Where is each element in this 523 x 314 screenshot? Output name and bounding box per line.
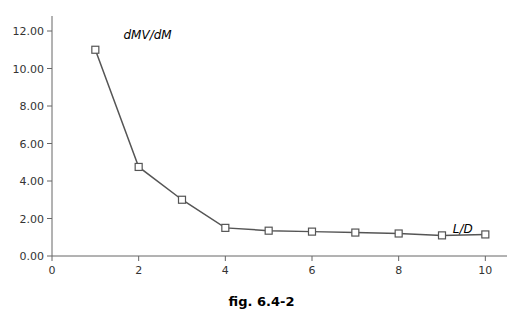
x-tick-label: 6 — [309, 264, 316, 277]
marker — [265, 227, 272, 234]
marker — [222, 224, 229, 231]
line — [95, 50, 485, 236]
y-tick-label: 2.00 — [20, 213, 45, 226]
x-tick — [398, 256, 399, 261]
annotation: dMV/dM — [124, 28, 173, 42]
annotation: L/D — [453, 222, 473, 236]
x-tick-label: 10 — [478, 264, 492, 277]
x-tick-label: 0 — [49, 264, 56, 277]
x-tick — [225, 256, 226, 261]
x-tick — [485, 256, 486, 261]
y-tick-label: 0.00 — [20, 250, 45, 263]
marker — [309, 228, 316, 235]
x-tick-label: 2 — [135, 264, 142, 277]
y-tick-label: 4.00 — [20, 175, 45, 188]
y-tick-label: 10.00 — [13, 63, 45, 76]
y-tick — [47, 218, 52, 219]
y-tick — [47, 31, 52, 32]
y-tick-label: 8.00 — [20, 100, 45, 113]
y-tick-label: 12.00 — [13, 25, 45, 38]
marker — [439, 232, 446, 239]
x-tick-label: 8 — [395, 264, 402, 277]
x-tick-label: 4 — [222, 264, 229, 277]
y-tick — [47, 143, 52, 144]
caption: fig. 6.4-2 — [229, 294, 295, 309]
plot-area — [92, 46, 489, 239]
x-tick — [138, 256, 139, 261]
marker — [395, 230, 402, 237]
marker — [92, 46, 99, 53]
y-tick — [47, 106, 52, 107]
marker — [179, 196, 186, 203]
y-tick — [47, 181, 52, 182]
marker — [352, 229, 359, 236]
y-tick — [47, 68, 52, 69]
marker — [482, 231, 489, 238]
chart: 0 2 4 6 8 10 0.00 2.00 4.00 6.00 8.00 10.00 12.00 dMV… — [0, 0, 523, 314]
y-axis-line — [52, 16, 53, 256]
x-axis-line — [52, 256, 507, 257]
marker — [135, 163, 142, 170]
x-tick — [312, 256, 313, 261]
x-tick — [52, 256, 53, 261]
y-tick-label: 6.00 — [20, 138, 45, 151]
y-tick — [47, 256, 52, 257]
